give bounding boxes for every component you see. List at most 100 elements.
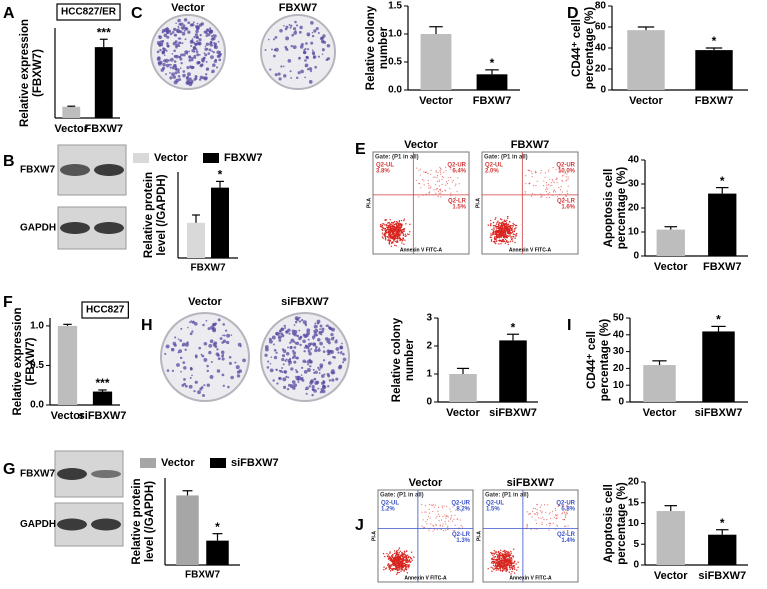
flow-event xyxy=(498,237,501,239)
y-tick-label: 60 xyxy=(595,22,607,33)
flow-event xyxy=(400,564,403,567)
colony xyxy=(318,372,321,374)
flow-event xyxy=(565,513,567,516)
colony xyxy=(321,53,324,56)
flow-event xyxy=(552,522,554,524)
flow-event xyxy=(490,240,493,242)
flow-event xyxy=(444,166,447,169)
colony xyxy=(177,74,181,78)
colony xyxy=(286,387,290,391)
flow-event xyxy=(429,191,431,193)
x-tick-label: Vector xyxy=(643,407,677,419)
flow-event xyxy=(562,180,564,182)
flow-event xyxy=(497,555,499,558)
y-axis-label: (FBXW7) xyxy=(25,337,37,385)
colony xyxy=(193,389,196,393)
colony xyxy=(287,359,292,363)
colony xyxy=(287,376,290,379)
colony xyxy=(310,41,314,45)
flow-event xyxy=(495,230,497,233)
significance: *** xyxy=(97,25,111,39)
flow-event xyxy=(505,554,507,556)
flow-event xyxy=(411,559,413,561)
flow-event xyxy=(524,192,526,194)
colony xyxy=(200,22,205,26)
flow-event xyxy=(508,562,510,565)
flow-event xyxy=(510,237,512,239)
colony xyxy=(201,354,205,358)
flow-event xyxy=(395,559,397,562)
flow-x-label: Annexin V FITC-A xyxy=(404,575,447,581)
colony xyxy=(313,324,318,329)
bar xyxy=(187,222,205,258)
flow-event xyxy=(403,557,406,559)
colony xyxy=(278,338,282,342)
flow-event xyxy=(501,228,504,231)
blot-label: FBXW7 xyxy=(20,469,55,480)
colony xyxy=(217,318,221,322)
bar xyxy=(656,229,685,256)
flow-event xyxy=(533,513,536,515)
flow-event xyxy=(384,224,386,226)
colony xyxy=(211,69,215,73)
flow-event xyxy=(498,243,500,245)
colony xyxy=(296,317,300,322)
colony xyxy=(303,50,307,55)
flow-event xyxy=(500,224,502,227)
flow-event xyxy=(387,222,390,224)
blot-label: FBXW7 xyxy=(20,165,55,176)
flow-event xyxy=(401,552,404,554)
flow-event xyxy=(440,190,442,192)
colony xyxy=(320,39,325,44)
colony xyxy=(203,52,206,54)
colony xyxy=(309,344,311,347)
colony xyxy=(288,363,291,366)
colony xyxy=(189,332,193,336)
colony xyxy=(289,341,292,344)
colony xyxy=(275,368,278,372)
flow-event xyxy=(493,568,495,571)
colony xyxy=(291,329,295,333)
colony xyxy=(313,377,317,381)
bar xyxy=(211,187,229,258)
colony xyxy=(317,31,320,35)
flow-event xyxy=(447,525,449,527)
colony xyxy=(166,44,170,48)
colony xyxy=(306,328,311,333)
flow-event xyxy=(503,553,506,556)
colony xyxy=(283,324,286,328)
bar xyxy=(627,30,665,90)
colony xyxy=(300,42,304,47)
flow-event xyxy=(421,525,423,527)
flow-event xyxy=(455,196,457,198)
colony xyxy=(272,54,276,58)
colony xyxy=(264,48,267,51)
flow-event xyxy=(401,562,403,565)
colony xyxy=(293,27,297,31)
flow-event xyxy=(386,226,388,229)
flow-event xyxy=(405,223,407,225)
flow-event xyxy=(395,237,398,240)
colony xyxy=(188,50,191,53)
colony xyxy=(197,41,201,45)
flow-event xyxy=(402,553,404,556)
quadrant-label: Q2-UL xyxy=(381,501,399,507)
flow-event xyxy=(396,240,398,242)
colony xyxy=(327,385,330,388)
colony xyxy=(310,70,313,73)
flow-event xyxy=(429,517,431,519)
flow-event xyxy=(387,239,389,241)
bar xyxy=(643,365,676,402)
colony xyxy=(278,77,282,81)
flow-event xyxy=(490,234,492,236)
flow-event xyxy=(408,233,410,236)
flow-event xyxy=(395,564,397,566)
flow-event xyxy=(529,512,531,515)
flow-event xyxy=(502,566,504,569)
flow-event xyxy=(387,563,389,565)
flow-event xyxy=(445,505,448,508)
flow-event xyxy=(511,566,513,568)
colony xyxy=(303,49,306,52)
flow-event xyxy=(513,572,516,574)
flow-event xyxy=(389,552,391,554)
